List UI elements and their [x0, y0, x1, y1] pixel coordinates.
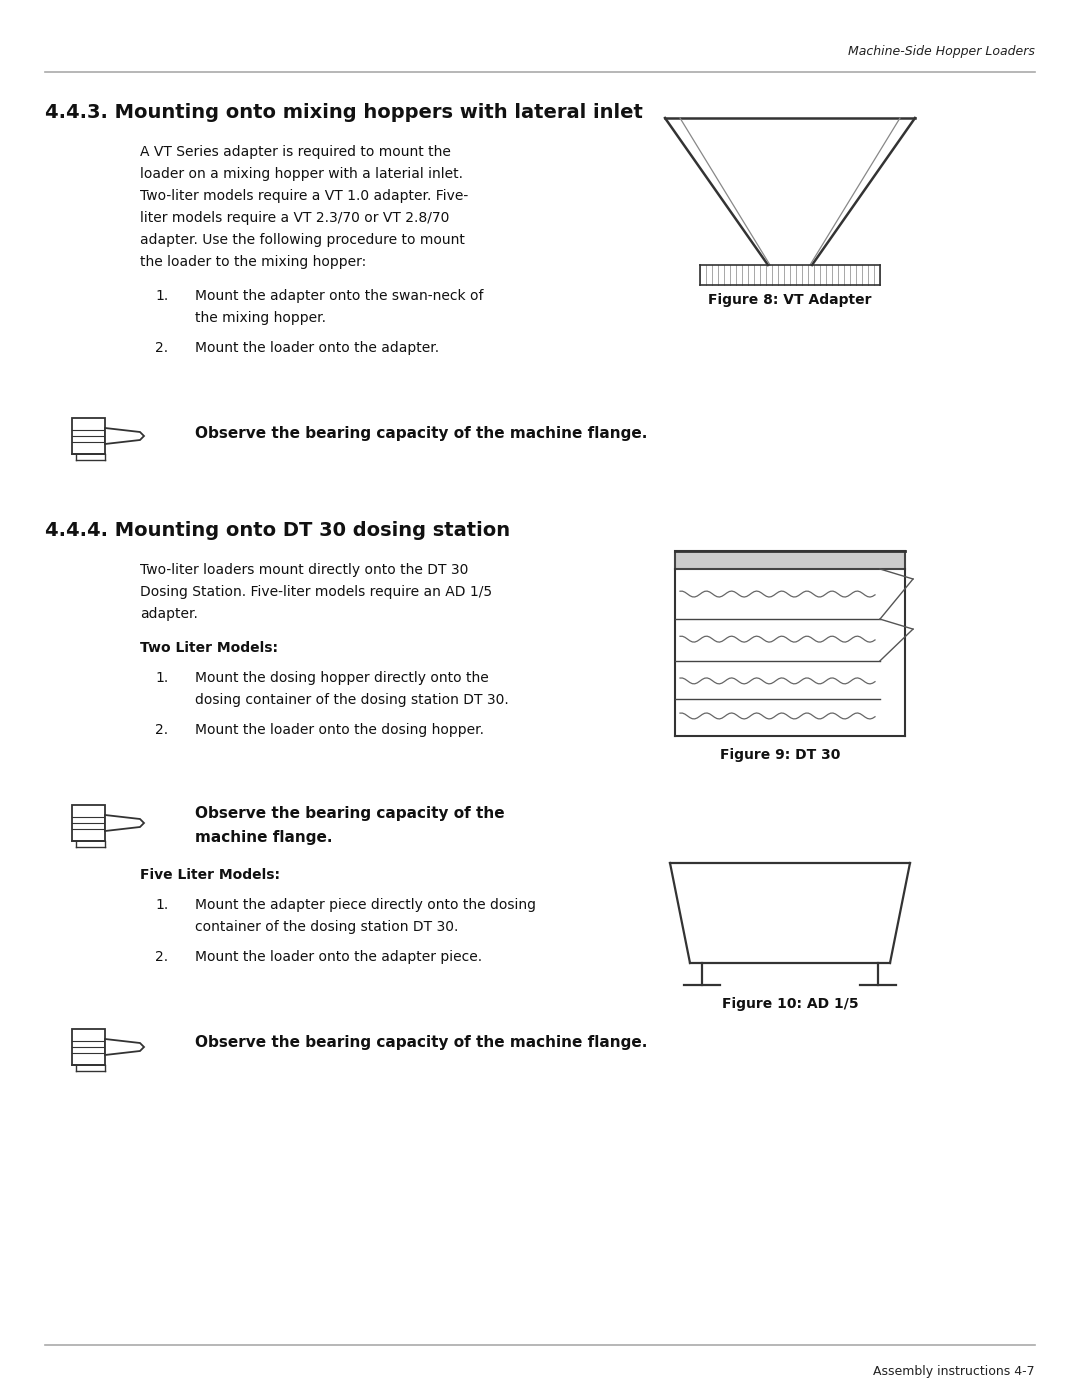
- Text: A VT Series adapter is required to mount the: A VT Series adapter is required to mount…: [140, 145, 450, 159]
- Text: adapter.: adapter.: [140, 608, 198, 622]
- Text: Two-liter models require a VT 1.0 adapter. Five-: Two-liter models require a VT 1.0 adapte…: [140, 189, 469, 203]
- Text: adapter. Use the following procedure to mount: adapter. Use the following procedure to …: [140, 233, 464, 247]
- Text: Assembly instructions 4-7: Assembly instructions 4-7: [874, 1365, 1035, 1377]
- Text: 2.: 2.: [156, 724, 168, 738]
- Text: the mixing hopper.: the mixing hopper.: [195, 312, 326, 326]
- Text: Two-liter loaders mount directly onto the DT 30: Two-liter loaders mount directly onto th…: [140, 563, 469, 577]
- Text: 4.4.3. Mounting onto mixing hoppers with lateral inlet: 4.4.3. Mounting onto mixing hoppers with…: [45, 103, 643, 122]
- Text: 4.4.4. Mounting onto DT 30 dosing station: 4.4.4. Mounting onto DT 30 dosing statio…: [45, 521, 510, 541]
- Text: Observe the bearing capacity of the machine flange.: Observe the bearing capacity of the mach…: [195, 1035, 647, 1051]
- Text: dosing container of the dosing station DT 30.: dosing container of the dosing station D…: [195, 693, 509, 707]
- Text: Figure 9: DT 30: Figure 9: DT 30: [719, 747, 840, 761]
- Polygon shape: [105, 814, 144, 831]
- Bar: [675, 550, 905, 569]
- Text: Mount the loader onto the adapter piece.: Mount the loader onto the adapter piece.: [195, 950, 482, 964]
- Polygon shape: [72, 1030, 105, 1065]
- Text: Two Liter Models:: Two Liter Models:: [140, 641, 278, 655]
- Polygon shape: [72, 805, 105, 841]
- Text: liter models require a VT 2.3/70 or VT 2.8/70: liter models require a VT 2.3/70 or VT 2…: [140, 211, 449, 225]
- Text: Figure 10: AD 1/5: Figure 10: AD 1/5: [721, 997, 859, 1011]
- Text: Five Liter Models:: Five Liter Models:: [140, 868, 280, 882]
- Text: Machine-Side Hopper Loaders: Machine-Side Hopper Loaders: [848, 45, 1035, 59]
- Text: loader on a mixing hopper with a laterial inlet.: loader on a mixing hopper with a lateria…: [140, 168, 463, 182]
- Text: Mount the dosing hopper directly onto the: Mount the dosing hopper directly onto th…: [195, 671, 489, 685]
- Text: 1.: 1.: [156, 898, 168, 912]
- Polygon shape: [105, 427, 144, 444]
- Text: Mount the adapter onto the swan-neck of: Mount the adapter onto the swan-neck of: [195, 289, 484, 303]
- Text: 2.: 2.: [156, 341, 168, 355]
- Text: Mount the adapter piece directly onto the dosing: Mount the adapter piece directly onto th…: [195, 898, 536, 912]
- Text: Mount the loader onto the dosing hopper.: Mount the loader onto the dosing hopper.: [195, 724, 484, 738]
- Text: container of the dosing station DT 30.: container of the dosing station DT 30.: [195, 921, 458, 935]
- Text: the loader to the mixing hopper:: the loader to the mixing hopper:: [140, 256, 366, 270]
- Text: 2.: 2.: [156, 950, 168, 964]
- Text: Figure 8: VT Adapter: Figure 8: VT Adapter: [708, 293, 872, 307]
- Text: Mount the loader onto the adapter.: Mount the loader onto the adapter.: [195, 341, 440, 355]
- Polygon shape: [105, 1039, 144, 1055]
- Text: machine flange.: machine flange.: [195, 830, 333, 845]
- Polygon shape: [72, 418, 105, 454]
- Text: Observe the bearing capacity of the machine flange.: Observe the bearing capacity of the mach…: [195, 426, 647, 441]
- Text: Dosing Station. Five-liter models require an AD 1/5: Dosing Station. Five-liter models requir…: [140, 585, 492, 599]
- Text: 1.: 1.: [156, 671, 168, 685]
- Text: Observe the bearing capacity of the: Observe the bearing capacity of the: [195, 806, 504, 821]
- Text: 1.: 1.: [156, 289, 168, 303]
